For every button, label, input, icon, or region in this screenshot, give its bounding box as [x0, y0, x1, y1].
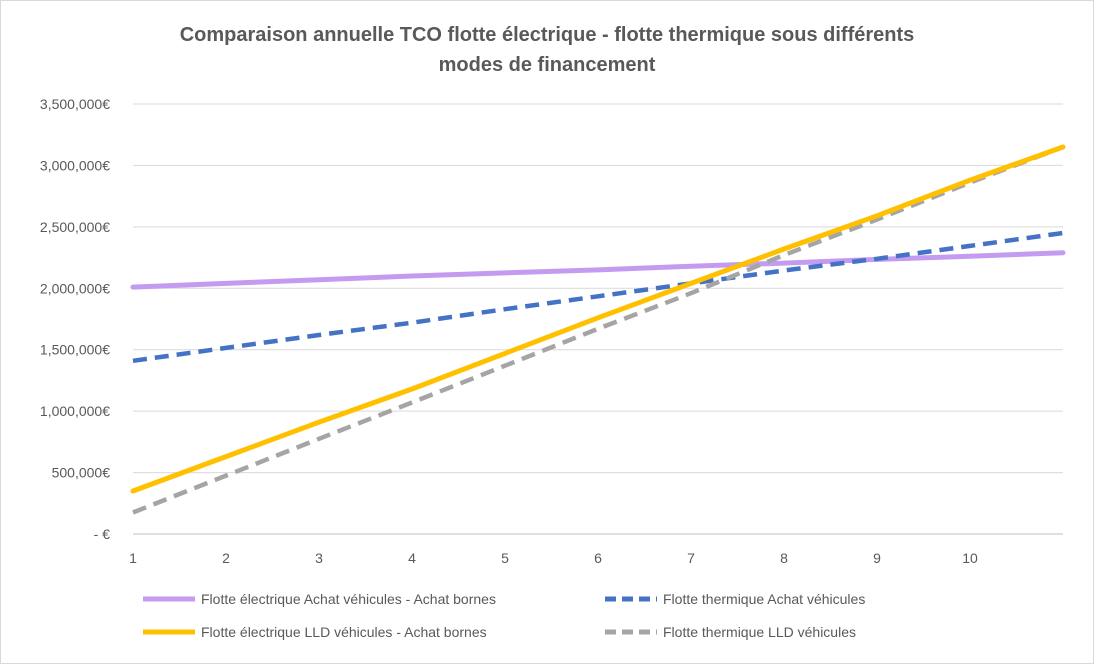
y-tick-label: 2,000,000€ [40, 280, 110, 296]
series-line-1 [130, 250, 1066, 290]
legend-label: Flotte électrique Achat véhicules - Acha… [201, 591, 496, 607]
y-tick-label: 3,000,000€ [40, 157, 110, 173]
x-tick-label: 8 [780, 550, 788, 566]
y-tick-label: 3,500,000€ [40, 96, 110, 112]
y-axis-tick-labels: - € 500,000€ 1,000,000€ 1,500,000€ 2,000,000… [40, 96, 110, 542]
series-lines [130, 144, 1066, 515]
x-axis-tick-labels: 1 2 3 4 5 6 7 8 9 10 [129, 550, 978, 566]
series-line-3 [130, 144, 1066, 494]
legend-label: Flotte thermique LLD véhicules [663, 624, 856, 640]
x-tick-label: 9 [873, 550, 881, 566]
y-tick-label: - € [94, 526, 111, 542]
x-tick-label: 7 [687, 550, 695, 566]
x-tick-label: 4 [408, 550, 416, 566]
gridlines [133, 103, 1063, 535]
series-line-4 [132, 144, 1064, 515]
y-tick-label: 2,500,000€ [40, 219, 110, 235]
x-tick-label: 3 [315, 550, 323, 566]
legend: Flotte électrique Achat véhicules - Acha… [143, 591, 865, 640]
y-tick-label: 1,000,000€ [40, 403, 110, 419]
legend-label: Flotte électrique LLD véhicules - Achat … [201, 624, 487, 640]
x-tick-label: 2 [222, 550, 230, 566]
series-line-2 [132, 230, 1064, 364]
y-tick-label: 1,500,000€ [40, 342, 110, 358]
x-tick-label: 1 [129, 550, 137, 566]
x-tick-label: 5 [501, 550, 509, 566]
chart-title-line-2: modes de financement [439, 54, 656, 76]
y-tick-label: 500,000€ [52, 465, 111, 481]
x-tick-label: 6 [594, 550, 602, 566]
legend-label: Flotte thermique Achat véhicules [663, 591, 865, 607]
x-tick-label: 10 [962, 550, 978, 566]
chart-title-line-1: Comparaison annuelle TCO flotte électriq… [180, 24, 915, 46]
